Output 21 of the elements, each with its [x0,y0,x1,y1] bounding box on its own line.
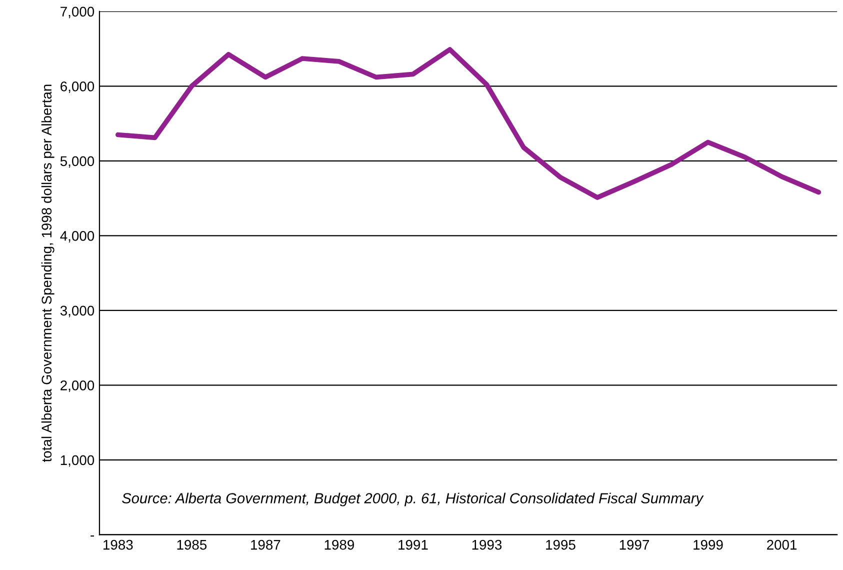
y-axis-title: total Alberta Government Spending, 1998 dollars per Albertan [41,84,54,462]
y-tick-label: 1,000 [60,455,94,467]
x-tick-label: 1983 [104,540,133,550]
y-tick-label: 6,000 [60,81,94,93]
x-tick-label: 1995 [546,540,576,550]
x-tick-label: 1987 [251,540,280,550]
x-tick-label: 1997 [620,540,650,550]
annotation: Source: Alberta Government, Budget 2000, p. 61, Historical Consolidated Fiscal Summary [122,492,704,506]
x-tick-label: 1991 [398,540,428,550]
x-tick-label: 1999 [694,540,723,550]
y-tick-label: 2,000 [60,380,94,392]
y-tick-label: - [90,535,94,537]
y-tick-label: 3,000 [60,306,94,318]
y-tick-label: 4,000 [60,230,94,242]
x-tick-label: 1989 [324,540,354,550]
y-tick-label: 7,000 [60,6,94,18]
x-tick-label: 1985 [177,540,207,550]
x-tick-label: 1993 [472,540,502,550]
y-tick-label: 5,000 [60,156,94,168]
x-tick-label: 2001 [767,540,797,550]
line-series [115,47,822,200]
